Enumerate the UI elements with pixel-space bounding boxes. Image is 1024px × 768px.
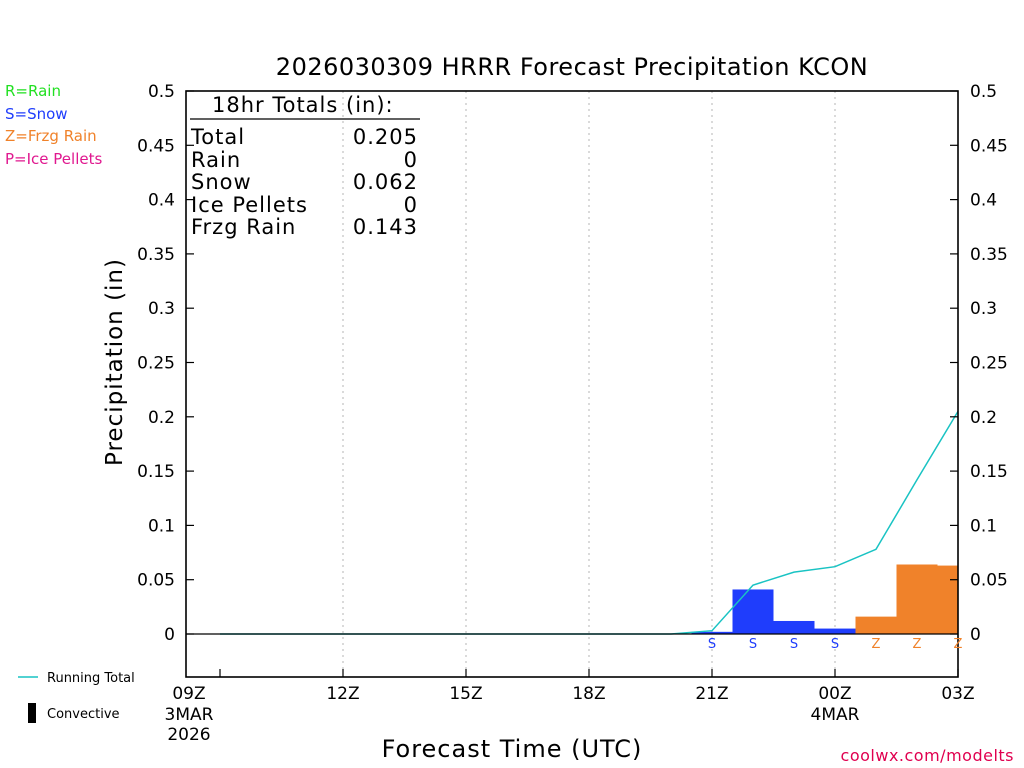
y-tick-label-left: 0 bbox=[164, 625, 175, 645]
x-tick-label: 15Z bbox=[449, 684, 482, 704]
totals-value-total: 0.205 bbox=[353, 125, 418, 149]
totals-value-rain: 0 bbox=[404, 148, 418, 172]
precip-type-label: S bbox=[749, 637, 757, 652]
x-tick-label: 00Z bbox=[818, 684, 851, 704]
precip-type-label: S bbox=[831, 637, 839, 652]
totals-label-snow: Snow bbox=[191, 170, 252, 194]
totals-label-rain: Rain bbox=[191, 148, 241, 172]
credit-text: coolwx.com/modelts bbox=[841, 746, 1014, 765]
legend-ice-pellets: P=Ice Pellets bbox=[5, 150, 102, 168]
y-tick-label-left: 0.2 bbox=[148, 408, 175, 428]
precip-type-label: S bbox=[708, 637, 716, 652]
y-tick-label-left: 0.35 bbox=[137, 245, 175, 265]
x-tick-date: 3MAR bbox=[165, 705, 214, 725]
running-total-line bbox=[220, 411, 959, 635]
y-tick-label-right: 0.05 bbox=[970, 571, 1008, 591]
precip-bar bbox=[773, 620, 815, 634]
precip-type-label: Z bbox=[913, 637, 922, 652]
y-tick-label-left: 0.05 bbox=[137, 571, 175, 591]
precip-type-label: Z bbox=[954, 637, 963, 652]
precip-bar bbox=[814, 628, 856, 634]
y-tick-label-left: 0.1 bbox=[148, 516, 175, 536]
y-axis-label: Precipitation (in) bbox=[102, 258, 128, 466]
x-tick-label: 18Z bbox=[572, 684, 605, 704]
totals-label-total: Total bbox=[190, 125, 245, 149]
precip-bar bbox=[691, 631, 733, 634]
totals-label-frzg-rain: Frzg Rain bbox=[191, 215, 296, 239]
y-tick-label-right: 0.3 bbox=[970, 299, 997, 319]
chart-title: 2026030309 HRRR Forecast Precipitation K… bbox=[276, 53, 868, 81]
y-tick-label-left: 0.5 bbox=[148, 82, 175, 102]
precip-bar bbox=[896, 564, 938, 634]
y-tick-label-left: 0.15 bbox=[137, 462, 175, 482]
y-tick-label-right: 0.25 bbox=[970, 354, 1008, 374]
x-tick-label: 21Z bbox=[695, 684, 728, 704]
running-total-legend-label: Running Total bbox=[47, 671, 135, 686]
y-tick-label-right: 0.2 bbox=[970, 408, 997, 428]
y-tick-label-right: 0.35 bbox=[970, 245, 1008, 265]
y-tick-label-right: 0.45 bbox=[970, 136, 1008, 156]
legend-snow: S=Snow bbox=[5, 105, 68, 123]
y-tick-label-left: 0.4 bbox=[148, 191, 175, 211]
x-axis-label: Forecast Time (UTC) bbox=[382, 735, 643, 763]
y-tick-label-right: 0.5 bbox=[970, 82, 997, 102]
x-tick-date: 4MAR bbox=[811, 705, 860, 725]
precip-bar bbox=[732, 589, 774, 634]
convective-swatch bbox=[28, 703, 36, 723]
totals-value-frzg-rain: 0.143 bbox=[353, 215, 418, 239]
y-tick-label-left: 0.3 bbox=[148, 299, 175, 319]
totals-header: 18hr Totals (in): bbox=[212, 93, 394, 117]
x-tick-label: 03Z bbox=[941, 684, 974, 704]
y-tick-label-left: 0.25 bbox=[137, 354, 175, 374]
x-tick-label: 09Z bbox=[172, 684, 205, 704]
precip-type-label: S bbox=[790, 637, 798, 652]
legend-rain: R=Rain bbox=[5, 82, 61, 100]
plot-frame bbox=[185, 90, 959, 678]
y-tick-label-right: 0.15 bbox=[970, 462, 1008, 482]
legend-frzg-rain: Z=Frzg Rain bbox=[5, 127, 97, 145]
y-tick-label-right: 0.4 bbox=[970, 191, 997, 211]
precip-bar bbox=[937, 565, 958, 634]
y-tick-labels: 0 0 0.05 0.05 0.1 0.1 0.15 0.15 0.2 0.2 0.25 0.25 0.… bbox=[137, 82, 1008, 645]
totals-label-ice-pellets: Ice Pellets bbox=[191, 193, 308, 217]
totals-value-ice-pellets: 0 bbox=[404, 193, 418, 217]
x-tick-year: 2026 bbox=[167, 725, 210, 745]
bar-series bbox=[691, 564, 958, 634]
y-tick-label-right: 0 bbox=[970, 625, 981, 645]
bottom-legend: Running Total Convective bbox=[18, 671, 135, 723]
y-tick-label-right: 0.1 bbox=[970, 516, 997, 536]
precip-bar bbox=[855, 616, 897, 634]
totals-value-snow: 0.062 bbox=[353, 170, 418, 194]
grid-lines bbox=[342, 91, 836, 677]
precip-type-label: Z bbox=[872, 637, 881, 652]
type-legend: R=Rain S=Snow Z=Frzg Rain P=Ice Pellets bbox=[5, 82, 102, 168]
x-tick-label: 12Z bbox=[326, 684, 359, 704]
totals-box: 18hr Totals (in): Total 0.205 Rain 0 Sno… bbox=[190, 93, 420, 239]
convective-legend-label: Convective bbox=[47, 707, 120, 722]
y-tick-label-left: 0.45 bbox=[137, 136, 175, 156]
